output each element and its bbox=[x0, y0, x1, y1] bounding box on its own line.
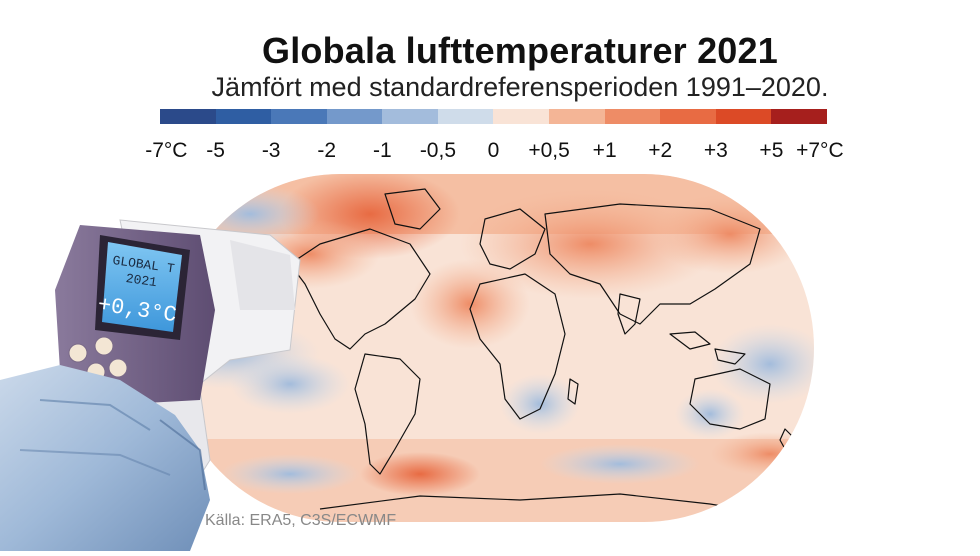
color-scale-tick-label: +1 bbox=[592, 139, 617, 162]
color-scale-tick-label: -5 bbox=[206, 139, 225, 162]
color-scale-segment bbox=[437, 109, 494, 124]
color-scale-segment bbox=[382, 109, 438, 124]
color-scale-tick-label: -7°C bbox=[145, 139, 188, 162]
page-subtitle: Jämfört med standardreferensperioden 199… bbox=[211, 72, 829, 102]
color-scale-segment bbox=[160, 109, 216, 124]
color-scale-tick-label: +2 bbox=[648, 139, 673, 162]
thermometer-display-line2: 2021 bbox=[125, 271, 158, 290]
infrared-thermometer-illustration: GLOBAL T 2021 +0,3°C bbox=[0, 200, 320, 551]
color-scale-tick-label: -3 bbox=[261, 139, 281, 162]
color-scale-segment bbox=[271, 109, 327, 124]
color-scale-segment bbox=[715, 109, 772, 124]
color-scale-tick-label: -2 bbox=[317, 139, 337, 162]
color-scale-tick-label: +0,5 bbox=[528, 139, 570, 162]
color-scale-segment bbox=[493, 109, 550, 124]
color-scale-bar bbox=[160, 109, 827, 124]
source-credit: Källa: ERA5, C3S/ECWMF bbox=[205, 512, 397, 529]
color-scale-segment bbox=[660, 109, 716, 124]
color-scale-segment bbox=[604, 109, 661, 124]
color-scale-segment bbox=[549, 109, 605, 124]
color-scale-segment bbox=[326, 109, 383, 124]
color-scale-segment bbox=[771, 109, 827, 124]
color-scale-tick-label: +3 bbox=[703, 139, 728, 162]
color-scale-tick-label: 0 bbox=[487, 139, 500, 162]
color-scale-tick-label: +7°C bbox=[796, 139, 844, 162]
color-scale-tick-label: +5 bbox=[759, 139, 784, 162]
color-scale-tick-label: -0,5 bbox=[419, 139, 456, 162]
page-title: Globala lufttemperaturer 2021 bbox=[262, 30, 778, 71]
color-scale-tick-label: -1 bbox=[372, 139, 392, 162]
color-scale-ticks: -7°C -5 -3 -2 -1 -0,5 0 +0,5 +1 +2 +3 +5 +7°C bbox=[0, 139, 980, 169]
color-scale-segment bbox=[215, 109, 272, 124]
